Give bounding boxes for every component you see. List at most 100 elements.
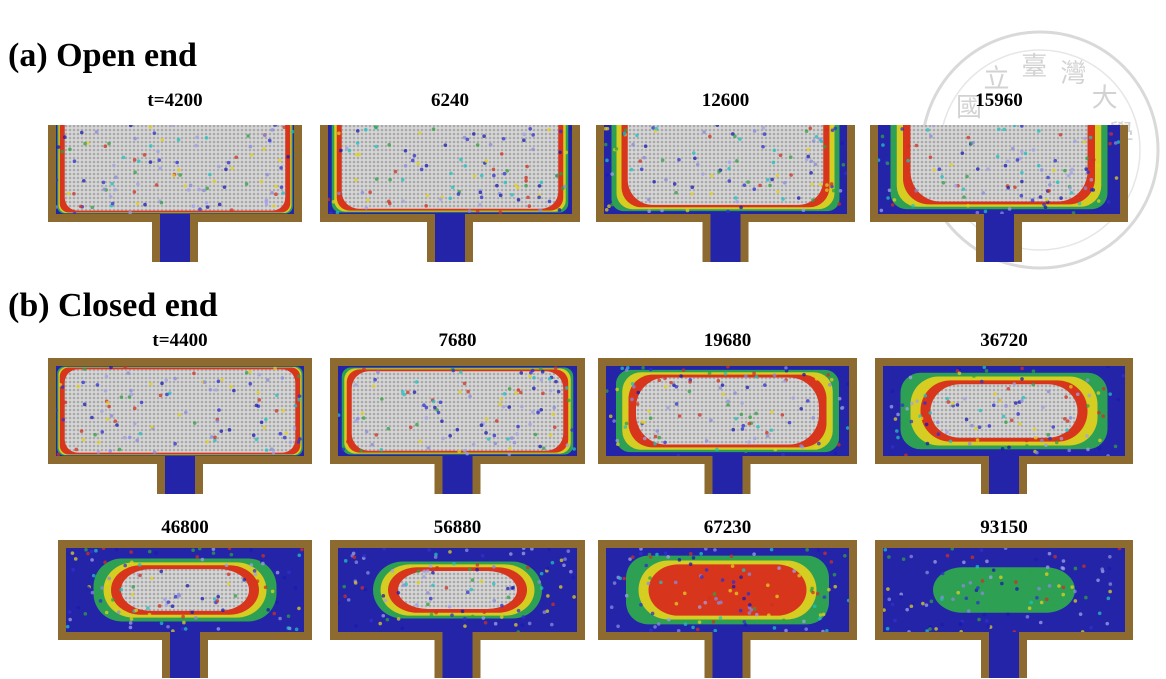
particle <box>435 566 439 570</box>
particle <box>734 196 738 200</box>
particle <box>817 442 821 446</box>
particle <box>484 621 488 625</box>
snapshot-panel: 56880 <box>330 517 585 678</box>
particle <box>507 452 511 456</box>
wall <box>741 214 749 262</box>
particle <box>183 184 187 188</box>
particle <box>434 611 438 615</box>
particle <box>107 142 111 146</box>
wall <box>190 214 198 262</box>
particle <box>83 403 87 407</box>
particle <box>1108 590 1112 594</box>
particle <box>173 442 177 446</box>
particle <box>279 166 283 170</box>
particle <box>265 198 269 202</box>
particle <box>300 548 304 552</box>
particle <box>896 413 900 417</box>
particle <box>1090 178 1094 182</box>
particle <box>250 153 254 157</box>
particle <box>902 422 906 426</box>
particle <box>72 192 76 196</box>
particle <box>719 601 723 605</box>
particle <box>539 378 543 382</box>
particle <box>480 174 484 178</box>
particle <box>739 206 743 210</box>
particle <box>280 376 284 380</box>
wall <box>1019 456 1027 494</box>
particle <box>1062 586 1066 590</box>
particle <box>1004 404 1008 408</box>
particle <box>1073 590 1077 594</box>
particle <box>212 180 216 184</box>
particle <box>133 158 137 162</box>
particle <box>73 159 77 163</box>
particle <box>118 448 122 452</box>
particle <box>901 409 905 413</box>
particle <box>374 125 378 129</box>
particle <box>748 603 752 607</box>
particle <box>1108 555 1112 559</box>
wall <box>304 358 312 464</box>
particle <box>1025 439 1029 443</box>
particle <box>217 165 221 169</box>
particle <box>696 163 700 167</box>
particle <box>813 604 817 608</box>
particle <box>934 627 938 631</box>
particle <box>526 566 530 570</box>
particle <box>524 179 528 183</box>
particle <box>985 619 989 623</box>
particle <box>954 184 958 188</box>
particle <box>156 149 160 153</box>
particle <box>540 586 544 590</box>
particle <box>1037 164 1041 168</box>
particle <box>642 421 646 425</box>
chamber <box>883 365 1125 458</box>
particle <box>696 628 700 632</box>
particle <box>1091 188 1095 192</box>
particle <box>649 629 653 633</box>
particle <box>781 413 785 417</box>
wall <box>195 456 203 494</box>
particle <box>891 445 895 449</box>
particle <box>106 582 110 586</box>
particle <box>336 211 340 215</box>
particle <box>158 167 162 171</box>
particle <box>130 561 134 565</box>
time-label: t=4400 <box>152 330 207 351</box>
particle <box>102 181 106 185</box>
particle <box>841 406 845 410</box>
particle <box>97 440 101 444</box>
wall <box>743 456 751 494</box>
particle <box>928 627 932 631</box>
particle <box>1040 439 1044 443</box>
particle <box>1039 621 1043 625</box>
particle <box>112 164 116 168</box>
particle <box>487 437 491 441</box>
particle <box>651 612 655 616</box>
particle <box>275 409 279 413</box>
particle <box>262 147 266 151</box>
particle <box>981 591 985 595</box>
particle <box>382 594 386 598</box>
particle <box>245 182 249 186</box>
particle <box>230 553 234 557</box>
particle <box>663 441 667 445</box>
particle <box>184 627 188 631</box>
particle <box>888 188 892 192</box>
particle <box>1060 566 1064 570</box>
particle <box>753 437 757 441</box>
particle <box>980 380 984 384</box>
particle <box>925 423 929 427</box>
particle <box>940 623 944 627</box>
particle <box>789 155 793 159</box>
particle <box>92 574 96 578</box>
particle <box>463 382 467 386</box>
particle <box>261 562 265 566</box>
particle <box>638 159 642 163</box>
particle <box>755 375 759 379</box>
particle <box>171 123 175 127</box>
particle <box>1006 160 1010 164</box>
time-label: 67230 <box>704 517 752 538</box>
particle <box>928 411 932 415</box>
particle <box>506 587 510 591</box>
